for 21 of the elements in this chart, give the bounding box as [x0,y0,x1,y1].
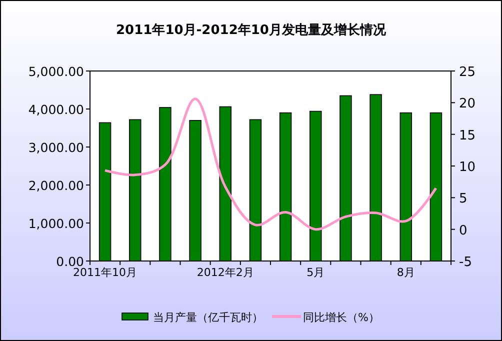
y2-tick-label: 15 [459,128,476,144]
legend-label: 同比增长（%） [303,311,380,324]
y2-tick-label: 25 [459,65,476,80]
y-tick-label: 0.00 [56,254,84,269]
legend-label: 当月产量（亿千瓦时） [153,311,263,324]
line-series [104,98,438,231]
x-tick-label: 5月 [306,266,325,279]
y2-tick-label: 10 [459,160,476,175]
y2-tick-label: -5 [459,255,472,270]
y-tick-label: 5,000.00 [28,64,84,79]
y-tick-label: 3,000.00 [28,140,84,155]
y2-tick-label: 0 [459,223,468,238]
y2-tick-label: 5 [459,192,468,207]
x-tick-label: 2012年2月 [196,266,254,279]
y2-tick-label: 20 [459,96,476,112]
y-tick-label: 2,000.00 [28,178,84,193]
y-tick-label: 1,000.00 [28,216,84,231]
x-tick-label: 2011年10月 [73,266,138,279]
chart-title: 2011年10月-2012年10月发电量及增长情况 [116,23,387,38]
x-tick-label: 8月 [396,266,415,279]
y-tick-label: 4,000.00 [28,102,84,117]
